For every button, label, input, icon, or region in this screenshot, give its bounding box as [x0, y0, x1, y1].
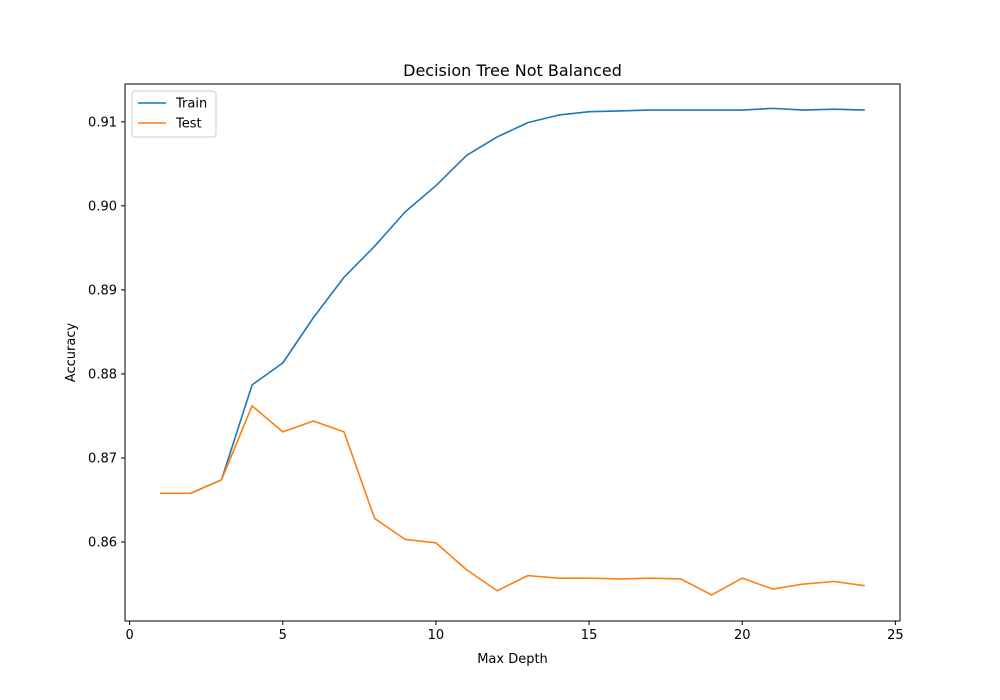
axis-ticks: 0 5 10 15 20 25 0.86 0.87 0.88 0.89 0.90 0.91: [88, 115, 904, 643]
legend-label-test: Test: [175, 117, 202, 132]
x-tick-label: 10: [428, 628, 445, 643]
x-tick-label: 15: [581, 628, 598, 643]
series-line-train: [160, 107, 865, 495]
chart-title: Decision Tree Not Balanced: [403, 61, 622, 80]
y-tick-label: 0.86: [88, 536, 117, 551]
y-tick-label: 0.91: [88, 115, 117, 130]
y-tick-label: 0.88: [88, 367, 117, 382]
y-tick-label: 0.89: [88, 283, 117, 298]
y-tick-label: 0.90: [88, 199, 117, 214]
y-axis-label: Accuracy: [64, 323, 79, 383]
series-line-test: [160, 405, 865, 596]
y-tick-label: 0.87: [88, 451, 117, 466]
plot-frame: [124, 83, 901, 622]
legend: Train Test: [131, 90, 217, 138]
x-tick-label: 20: [734, 628, 751, 643]
legend-label-train: Train: [175, 97, 207, 112]
x-axis-label: Max Depth: [477, 652, 548, 667]
x-tick-label: 25: [887, 628, 904, 643]
series-lines: [160, 107, 865, 596]
x-tick-label: 0: [125, 628, 133, 643]
x-tick-label: 5: [279, 628, 287, 643]
